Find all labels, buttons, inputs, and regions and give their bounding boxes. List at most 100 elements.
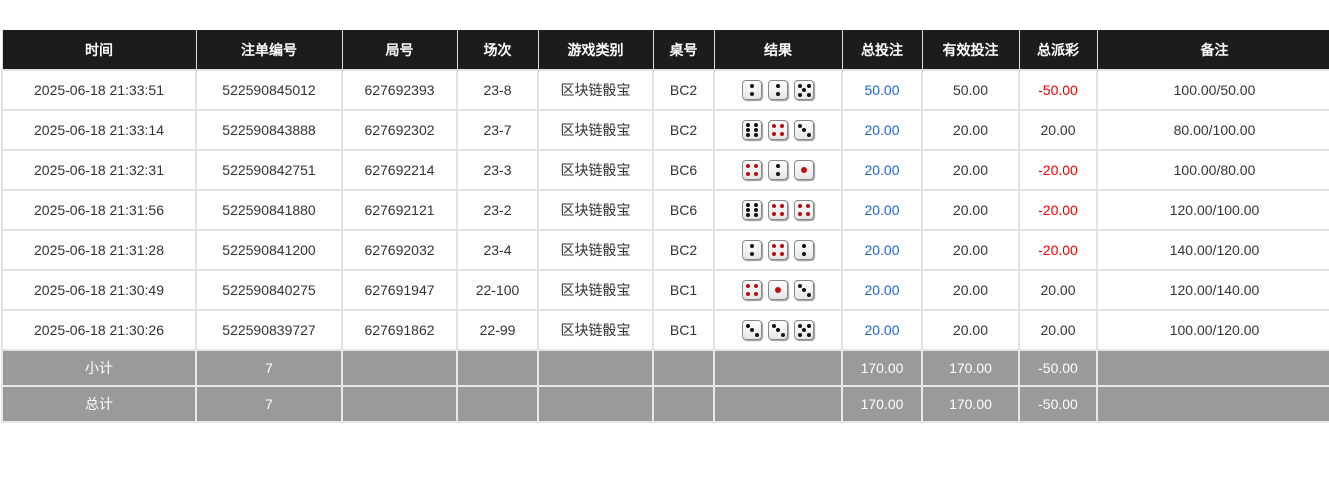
die-4-icon xyxy=(768,240,788,260)
footer-total-bet: 170.00 xyxy=(841,349,923,387)
note-cell: 100.00/50.00 xyxy=(1096,69,1329,111)
table-cell: BC6 xyxy=(652,189,715,231)
game-cell: 区块链骰宝 xyxy=(537,189,654,231)
column-header: 场次 xyxy=(456,30,539,71)
note-cell: 100.00/120.00 xyxy=(1096,309,1329,351)
table-cell: BC6 xyxy=(652,149,715,191)
round-cell: 627691947 xyxy=(341,269,458,311)
valid-bet-cell: 20.00 xyxy=(921,189,1020,231)
table-cell: BC1 xyxy=(652,309,715,351)
die-2-icon xyxy=(742,240,762,260)
note-cell: 120.00/140.00 xyxy=(1096,269,1329,311)
game-cell: 区块链骰宝 xyxy=(537,149,654,191)
time-cell: 2025-06-18 21:33:14 xyxy=(1,109,197,151)
session-cell: 23-3 xyxy=(456,149,539,191)
session-cell: 22-99 xyxy=(456,309,539,351)
game-cell: 区块链骰宝 xyxy=(537,229,654,271)
die-3-icon xyxy=(768,320,788,340)
footer-count: 7 xyxy=(195,385,343,423)
result-cell xyxy=(713,109,843,151)
subtotal-row: 小计 7 170.00 170.00 -50.00 xyxy=(1,349,1329,387)
bet-id-cell: 522590839727 xyxy=(195,309,343,351)
note-cell: 100.00/80.00 xyxy=(1096,149,1329,191)
session-cell: 23-8 xyxy=(456,69,539,111)
column-header: 注单编号 xyxy=(195,30,343,71)
total-bet-cell: 20.00 xyxy=(841,149,923,191)
total-bet-cell: 20.00 xyxy=(841,189,923,231)
round-cell: 627692214 xyxy=(341,149,458,191)
bet-records-table: 时间 注单编号 局号 场次 游戏类别 桌号 结果 总投注 有效投注 总派彩 备注 2025-06-1… xyxy=(1,30,1329,423)
column-header: 总投注 xyxy=(841,30,923,71)
time-cell: 2025-06-18 21:30:49 xyxy=(1,269,197,311)
session-cell: 23-4 xyxy=(456,229,539,271)
result-cell xyxy=(713,149,843,191)
die-4-icon xyxy=(742,160,762,180)
die-4-icon xyxy=(794,200,814,220)
die-3-icon xyxy=(794,120,814,140)
table-row: 2025-06-18 21:33:51 522590845012 6276923… xyxy=(1,69,1329,111)
footer-total-bet: 170.00 xyxy=(841,385,923,423)
table-cell: BC1 xyxy=(652,269,715,311)
footer-label: 小计 xyxy=(1,349,197,387)
die-4-icon xyxy=(768,120,788,140)
time-cell: 2025-06-18 21:30:26 xyxy=(1,309,197,351)
die-1-icon xyxy=(768,280,788,300)
game-cell: 区块链骰宝 xyxy=(537,269,654,311)
die-3-icon xyxy=(794,280,814,300)
game-cell: 区块链骰宝 xyxy=(537,109,654,151)
column-header: 备注 xyxy=(1096,30,1329,71)
payout-cell: -20.00 xyxy=(1018,229,1098,271)
footer-label: 总计 xyxy=(1,385,197,423)
bet-id-cell: 522590841880 xyxy=(195,189,343,231)
footer-payout: -50.00 xyxy=(1018,385,1098,423)
payout-cell: 20.00 xyxy=(1018,269,1098,311)
footer-payout: -50.00 xyxy=(1018,349,1098,387)
valid-bet-cell: 20.00 xyxy=(921,269,1020,311)
column-header: 游戏类别 xyxy=(537,30,654,71)
footer-valid-bet: 170.00 xyxy=(921,349,1020,387)
valid-bet-cell: 20.00 xyxy=(921,309,1020,351)
die-5-icon xyxy=(794,80,814,100)
result-cell xyxy=(713,69,843,111)
payout-cell: -50.00 xyxy=(1018,69,1098,111)
note-cell: 140.00/120.00 xyxy=(1096,229,1329,271)
table-cell: BC2 xyxy=(652,69,715,111)
bet-id-cell: 522590842751 xyxy=(195,149,343,191)
session-cell: 22-100 xyxy=(456,269,539,311)
round-cell: 627692121 xyxy=(341,189,458,231)
total-bet-cell: 50.00 xyxy=(841,69,923,111)
note-cell: 120.00/100.00 xyxy=(1096,189,1329,231)
die-1-icon xyxy=(794,160,814,180)
payout-cell: 20.00 xyxy=(1018,109,1098,151)
valid-bet-cell: 20.00 xyxy=(921,109,1020,151)
column-header: 局号 xyxy=(341,30,458,71)
time-cell: 2025-06-18 21:31:56 xyxy=(1,189,197,231)
session-cell: 23-7 xyxy=(456,109,539,151)
die-6-icon xyxy=(742,200,762,220)
result-cell xyxy=(713,189,843,231)
die-2-icon xyxy=(742,80,762,100)
footer-count: 7 xyxy=(195,349,343,387)
table-row: 2025-06-18 21:31:56 522590841880 6276921… xyxy=(1,189,1329,231)
table-header: 时间 注单编号 局号 场次 游戏类别 桌号 结果 总投注 有效投注 总派彩 备注 xyxy=(1,30,1329,71)
table-row: 2025-06-18 21:31:28 522590841200 6276920… xyxy=(1,229,1329,271)
bet-id-cell: 522590845012 xyxy=(195,69,343,111)
session-cell: 23-2 xyxy=(456,189,539,231)
table-cell: BC2 xyxy=(652,229,715,271)
total-bet-cell: 20.00 xyxy=(841,309,923,351)
valid-bet-cell: 50.00 xyxy=(921,69,1020,111)
total-bet-cell: 20.00 xyxy=(841,269,923,311)
result-cell xyxy=(713,309,843,351)
column-header: 时间 xyxy=(1,30,197,71)
table-row: 2025-06-18 21:32:31 522590842751 6276922… xyxy=(1,149,1329,191)
note-cell: 80.00/100.00 xyxy=(1096,109,1329,151)
footer-valid-bet: 170.00 xyxy=(921,385,1020,423)
table-row: 2025-06-18 21:33:14 522590843888 6276923… xyxy=(1,109,1329,151)
column-header: 有效投注 xyxy=(921,30,1020,71)
game-cell: 区块链骰宝 xyxy=(537,309,654,351)
valid-bet-cell: 20.00 xyxy=(921,149,1020,191)
round-cell: 627692032 xyxy=(341,229,458,271)
round-cell: 627692302 xyxy=(341,109,458,151)
round-cell: 627691862 xyxy=(341,309,458,351)
time-cell: 2025-06-18 21:33:51 xyxy=(1,69,197,111)
